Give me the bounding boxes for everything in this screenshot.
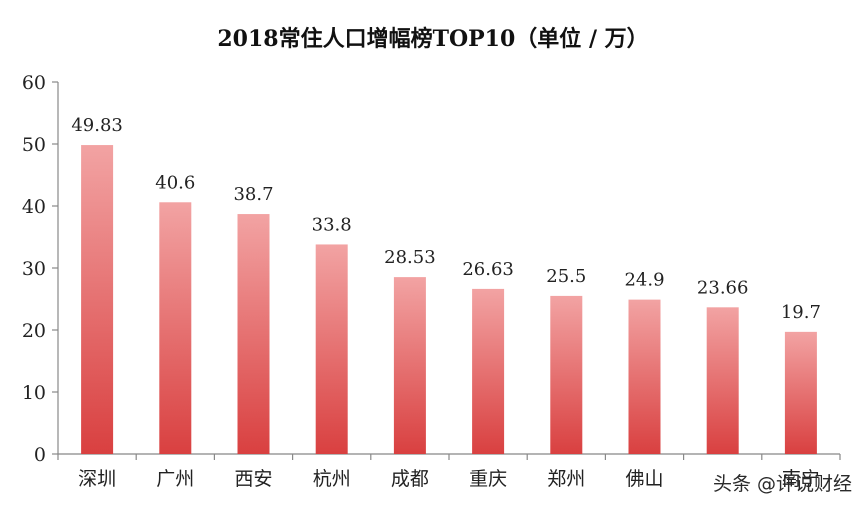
y-tick-label: 60 <box>22 72 46 94</box>
data-label: 49.83 <box>71 115 123 136</box>
category-label: 成都 <box>391 468 429 490</box>
bar <box>393 277 426 454</box>
bar <box>315 244 348 454</box>
data-label: 23.66 <box>697 277 749 298</box>
category-label: 重庆 <box>469 468 507 490</box>
bar <box>784 331 817 454</box>
y-tick-label: 30 <box>22 258 46 280</box>
y-tick-label: 0 <box>34 444 46 466</box>
data-label: 38.7 <box>233 184 273 205</box>
bar <box>550 295 583 454</box>
chart-title: 2018常住人口增幅榜TOP10（单位 / 万） <box>217 26 648 52</box>
y-tick-label: 50 <box>22 134 46 156</box>
bars <box>81 145 817 454</box>
category-label: 佛山 <box>625 468 663 490</box>
y-tick-label: 40 <box>22 196 46 218</box>
y-tick-label: 10 <box>22 382 46 404</box>
category-label: 广州 <box>156 468 194 490</box>
data-labels: 49.83 40.6 38.7 33.8 28.53 26.63 25.5 24.9 23.66… <box>71 115 821 323</box>
data-label: 25.5 <box>546 266 586 287</box>
y-tick-label: 20 <box>22 320 46 342</box>
category-label: 深圳 <box>78 468 116 490</box>
data-label: 28.53 <box>384 247 436 268</box>
data-label: 19.7 <box>781 302 821 323</box>
category-labels: 深圳 广州 西安 杭州 成都 重庆 郑州 佛山 南宁 <box>78 468 820 490</box>
data-label: 26.63 <box>462 259 514 280</box>
bar <box>237 214 270 454</box>
data-label: 40.6 <box>155 172 195 193</box>
bar <box>472 288 505 454</box>
bar <box>706 307 739 454</box>
category-label: 杭州 <box>313 468 351 490</box>
category-label: 南宁 <box>782 468 820 490</box>
bar <box>628 299 661 454</box>
bar <box>81 145 114 454</box>
category-label: 郑州 <box>547 468 585 490</box>
bar <box>159 202 192 454</box>
data-label: 24.9 <box>624 270 664 291</box>
watermark: 头条 @许说财经 <box>713 473 852 495</box>
category-label: 西安 <box>234 468 272 490</box>
data-label: 33.8 <box>312 214 352 235</box>
